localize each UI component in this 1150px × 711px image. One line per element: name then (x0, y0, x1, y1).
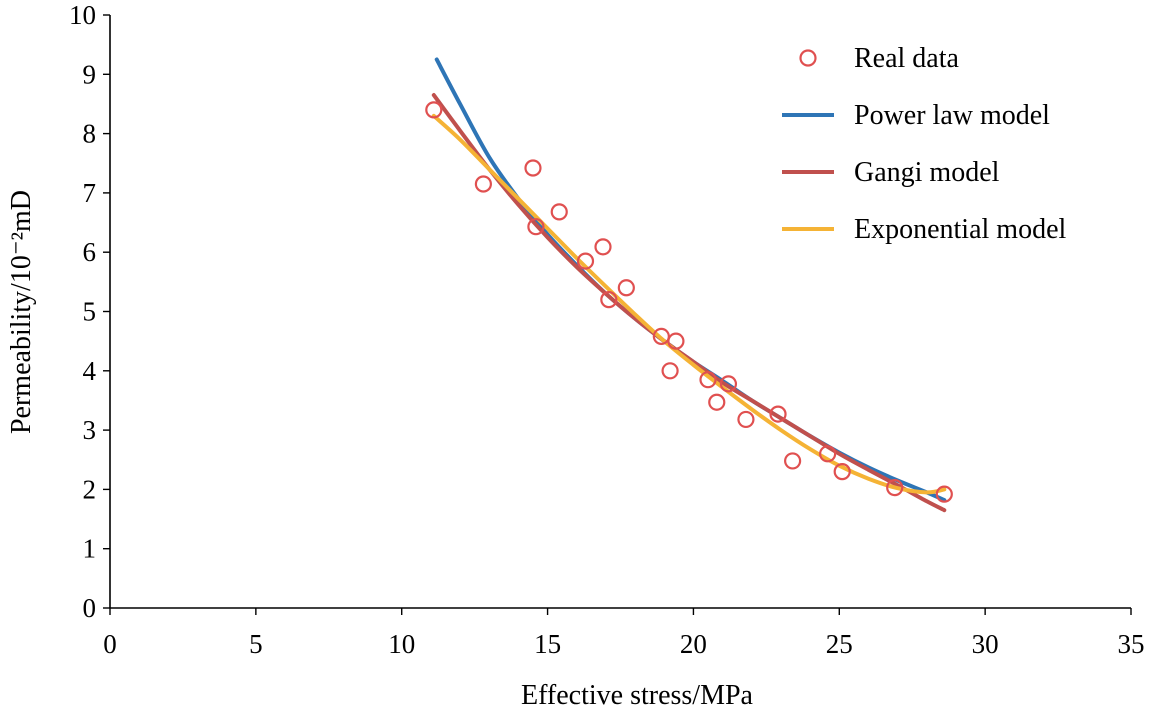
data-point (617, 279, 635, 297)
x-tick-label: 10 (388, 629, 415, 659)
x-tick-label: 15 (534, 629, 561, 659)
data-point (600, 291, 618, 309)
data-point (699, 371, 717, 389)
data-point (550, 203, 568, 221)
data-point (425, 101, 443, 119)
legend: Real data Power law model Gangi model Expon… (782, 43, 1067, 245)
data-point (527, 218, 545, 236)
y-tick-label: 8 (83, 119, 97, 149)
data-point (594, 238, 612, 256)
y-tick-label: 10 (69, 0, 96, 30)
data-point (524, 159, 542, 177)
y-axis-title: Permeability/10⁻²mD (6, 190, 37, 434)
legend-label-power-law-model: Power law model (854, 100, 1050, 131)
data-point (737, 410, 755, 429)
series-line-exponential-model (431, 113, 947, 495)
series-layer (425, 57, 953, 513)
y-tick-label: 7 (83, 178, 97, 208)
y-tick-label: 6 (83, 237, 97, 267)
y-tick-label: 3 (83, 415, 97, 445)
y-tick-label: 5 (83, 297, 97, 327)
data-point (667, 332, 685, 350)
data-point (833, 463, 851, 481)
legend-label-real-data: Real data (854, 43, 960, 74)
x-tick-label: 5 (249, 629, 263, 659)
y-tick-label: 1 (83, 534, 97, 564)
x-tick-label: 0 (103, 629, 117, 659)
legend-label-gangi-model: Gangi model (854, 157, 1000, 188)
x-tick-label: 25 (826, 629, 853, 659)
data-point (661, 362, 679, 380)
legend-marker-real-data (799, 49, 817, 67)
data-point (784, 452, 802, 470)
data-point (819, 445, 837, 463)
data-point (769, 405, 787, 423)
x-axis-title: Effective stress/MPa (521, 680, 754, 711)
data-point (708, 393, 726, 411)
data-point (474, 175, 492, 193)
y-tick-label: 0 (83, 593, 97, 623)
x-tick-label: 20 (680, 629, 707, 659)
x-tick-label: 35 (1118, 629, 1145, 659)
data-point (719, 375, 738, 393)
series-line-gangi-model (431, 93, 947, 513)
axes: 0 5 10 15 20 25 30 35 0 1 2 3 4 5 6 7 8 9 10 (69, 0, 1145, 659)
y-tick-label: 9 (83, 59, 97, 89)
y-tick-label: 2 (83, 474, 97, 504)
y-tick-label: 4 (83, 356, 97, 386)
x-tick-label: 30 (972, 629, 999, 659)
data-point (935, 485, 953, 503)
data-point (886, 479, 904, 497)
legend-label-exponential-model: Exponential model (854, 214, 1067, 245)
data-point (576, 252, 595, 270)
